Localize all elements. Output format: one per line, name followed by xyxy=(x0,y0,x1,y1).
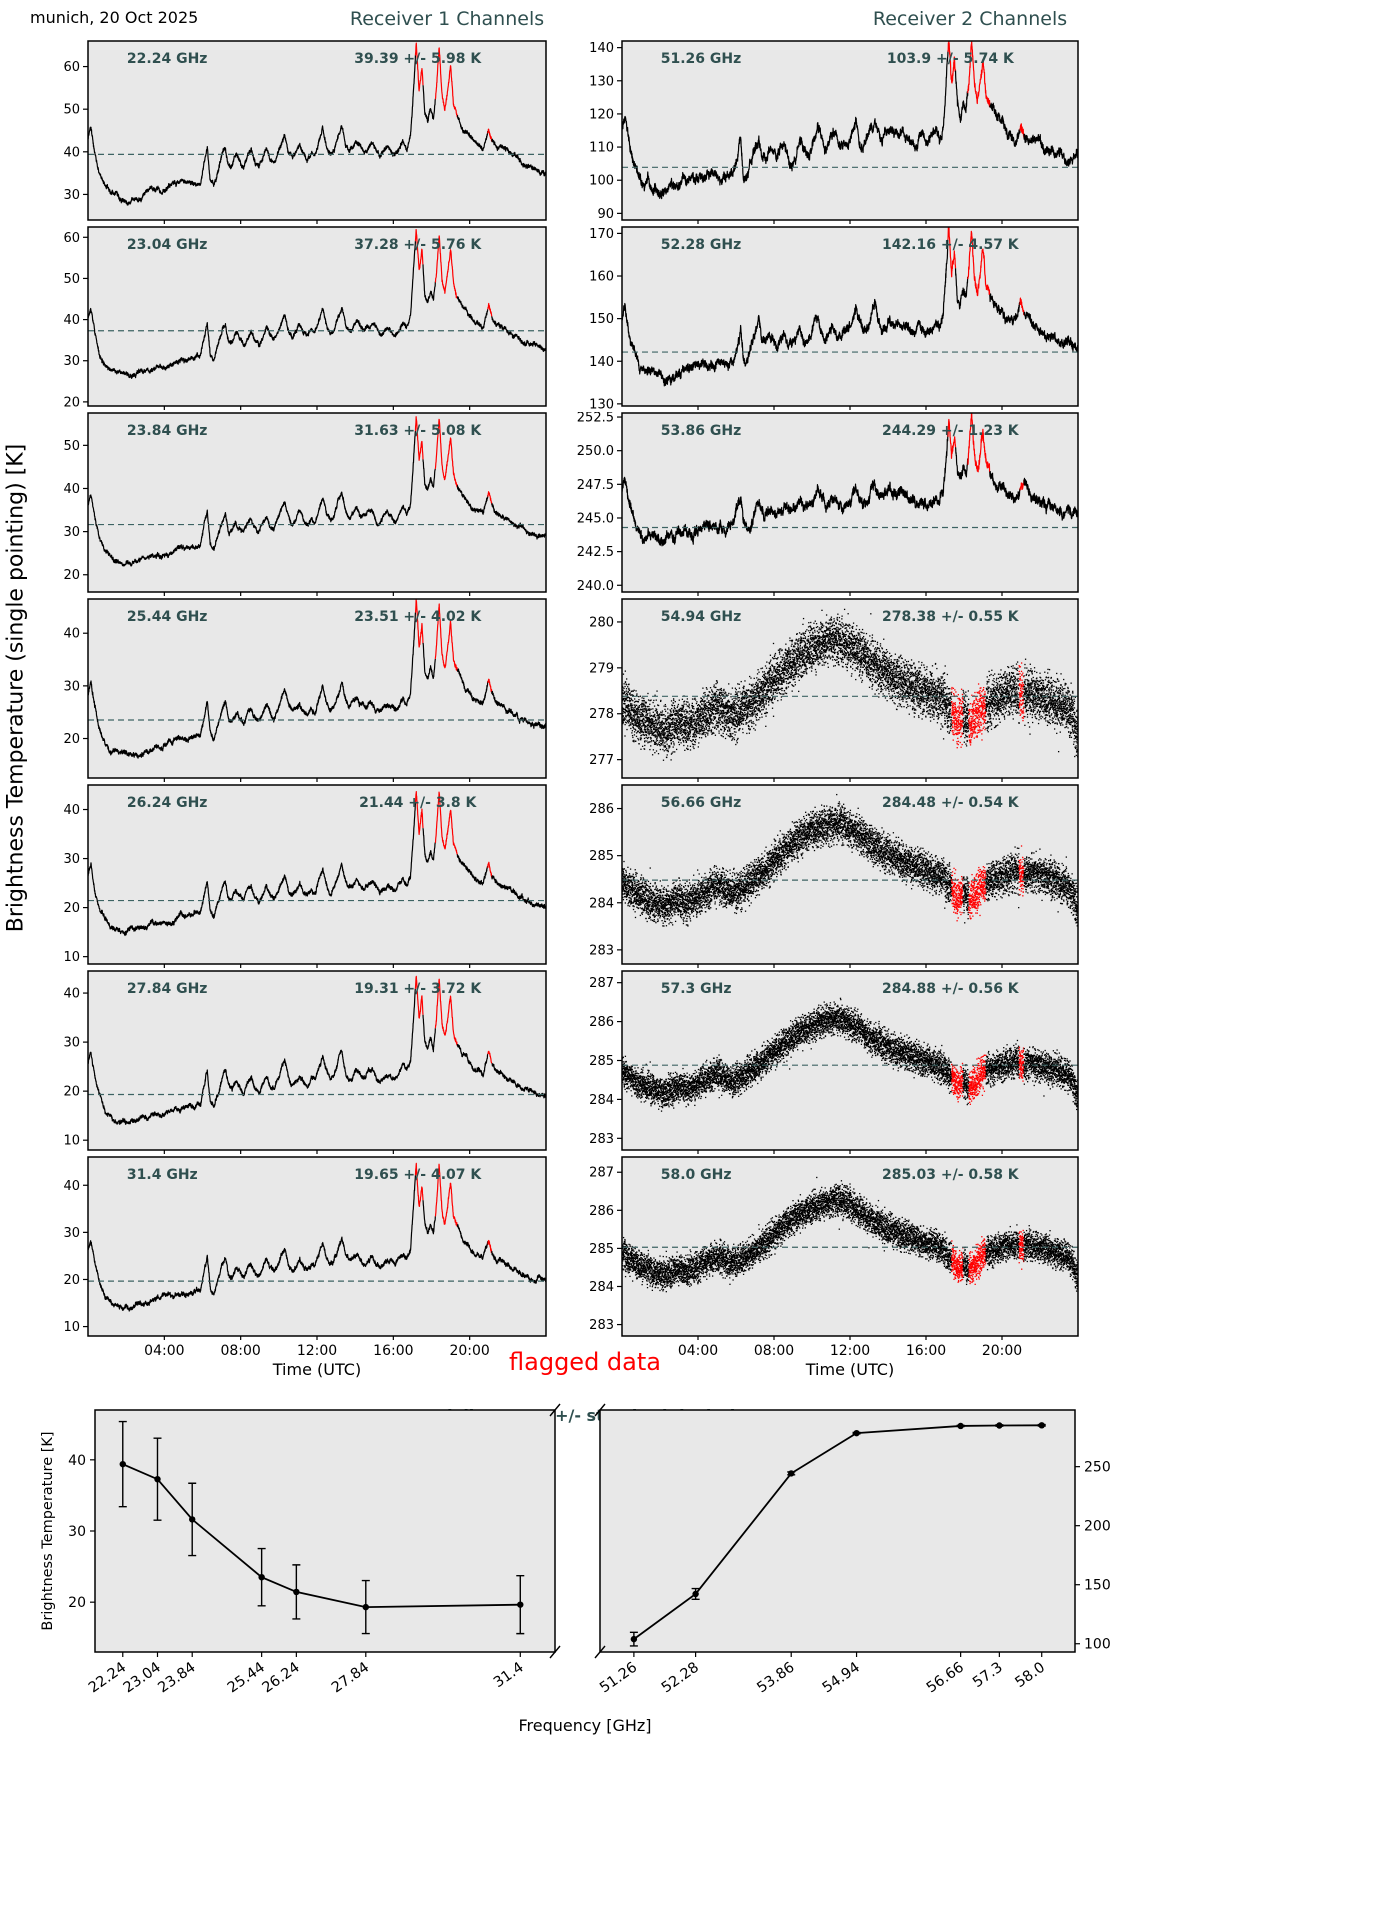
panel-stats-label: 19.65 +/- 4.07 K xyxy=(354,1167,482,1183)
panel-freq-label: 57.3 GHz xyxy=(660,981,732,997)
ts-panel-canvas-receiver1-4 xyxy=(18,784,550,970)
ts-panel-canvas-receiver1-2 xyxy=(18,412,550,598)
ts-panel-canvas-receiver2-0 xyxy=(550,40,1082,226)
ts-panel-canvas-receiver2-1 xyxy=(550,226,1082,412)
panel-stats-label: 19.31 +/- 3.72 K xyxy=(354,981,482,997)
ts-panel-canvas-receiver2-2 xyxy=(550,412,1082,598)
ts-panel-canvas-receiver1-1 xyxy=(18,226,550,412)
panel-stats-label: 285.03 +/- 0.58 K xyxy=(881,1167,1019,1183)
panel-freq-label: 54.94 GHz xyxy=(660,609,742,625)
receiver1-title: Receiver 1 Channels xyxy=(349,8,545,30)
panel-stats-label: 31.63 +/- 5.08 K xyxy=(354,423,482,439)
panel-stats-label: 278.38 +/- 0.55 K xyxy=(881,609,1019,625)
ts-panel-canvas-receiver2-3 xyxy=(550,598,1082,784)
panel-freq-label: 27.84 GHz xyxy=(126,981,208,997)
panel-freq-label: 23.84 GHz xyxy=(126,423,208,439)
ts-panel-canvas-receiver2-4 xyxy=(550,784,1082,970)
panel-freq-label: 58.0 GHz xyxy=(660,1167,732,1183)
summary-chart-canvas xyxy=(40,1400,1140,1735)
panel-freq-label: 22.24 GHz xyxy=(126,51,208,67)
panel-freq-label: 53.86 GHz xyxy=(660,423,742,439)
panel-freq-label: 51.26 GHz xyxy=(660,51,742,67)
panel-stats-label: 37.28 +/- 5.76 K xyxy=(354,237,482,253)
panel-freq-label: 56.66 GHz xyxy=(660,795,742,811)
panel-stats-label: 103.9 +/- 5.74 K xyxy=(886,51,1014,67)
ts-panel-canvas-receiver2-5 xyxy=(550,970,1082,1156)
panel-stats-label: 244.29 +/- 1.23 K xyxy=(881,423,1019,439)
receiver2-title: Receiver 2 Channels xyxy=(872,8,1068,30)
ts-panel-canvas-receiver1-0 xyxy=(18,40,550,226)
ts-panel-canvas-receiver2-6 xyxy=(550,1156,1082,1368)
panel-freq-label: 26.24 GHz xyxy=(126,795,208,811)
figure-header: munich, 20 Oct 2025 xyxy=(30,8,199,27)
panel-stats-label: 284.88 +/- 0.56 K xyxy=(881,981,1019,997)
panel-stats-label: 284.48 +/- 0.54 K xyxy=(881,795,1019,811)
panel-stats-label: 39.39 +/- 5.98 K xyxy=(354,51,482,67)
panel-stats-label: 142.16 +/- 4.57 K xyxy=(881,237,1019,253)
panel-freq-label: 23.04 GHz xyxy=(126,237,208,253)
ts-panel-canvas-receiver1-6 xyxy=(18,1156,550,1368)
panel-freq-label: 25.44 GHz xyxy=(126,609,208,625)
panel-stats-label: 21.44 +/- 3.8 K xyxy=(359,795,477,811)
ts-panel-canvas-receiver1-3 xyxy=(18,598,550,784)
panel-freq-label: 31.4 GHz xyxy=(126,1167,198,1183)
ts-panel-canvas-receiver1-5 xyxy=(18,970,550,1156)
panel-stats-label: 23.51 +/- 4.02 K xyxy=(354,609,482,625)
panel-freq-label: 52.28 GHz xyxy=(660,237,742,253)
